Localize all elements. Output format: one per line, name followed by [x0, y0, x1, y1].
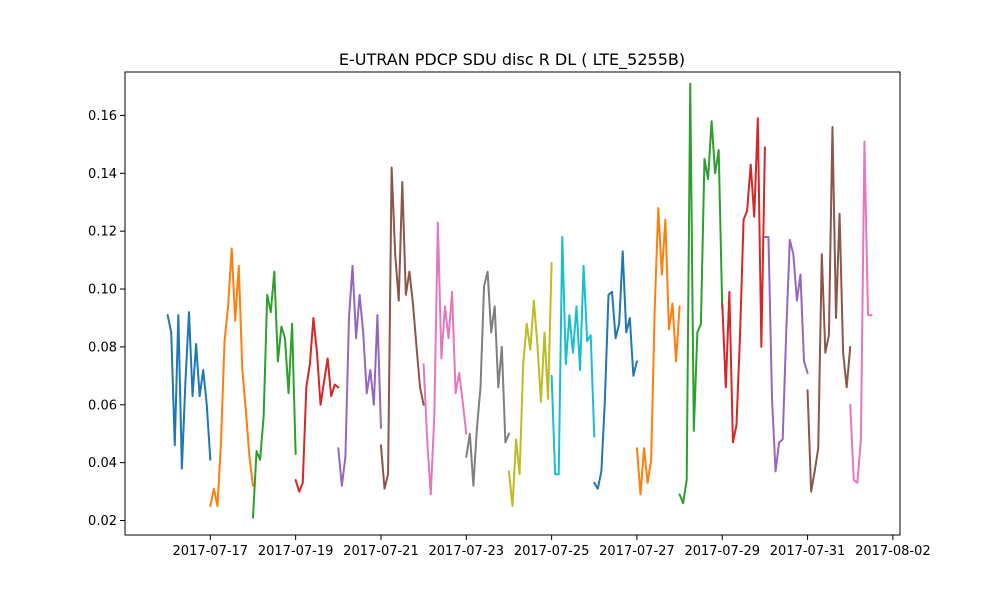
x-tick-label: 2017-08-02 — [855, 544, 931, 559]
y-tick-label: 0.16 — [88, 109, 117, 124]
series-line-4 — [294, 316, 340, 493]
x-tick-label: 2017-07-21 — [343, 544, 419, 559]
series-line-5 — [337, 264, 382, 487]
series-line-13 — [678, 82, 724, 505]
y-tick-label: 0.02 — [88, 514, 117, 529]
series-line-12 — [635, 207, 681, 496]
series-line-3 — [251, 270, 297, 519]
series-line-1 — [166, 311, 212, 470]
y-tick-label: 0.06 — [88, 398, 117, 413]
x-tick-label: 2017-07-31 — [770, 544, 846, 559]
series-line-8 — [465, 270, 510, 487]
series-line-9 — [507, 261, 553, 508]
x-axis: 2017-07-17 2017-07-19 2017-07-21 2017-07-23… — [173, 535, 931, 559]
series-line-11 — [593, 250, 638, 490]
series-line-17 — [849, 140, 873, 484]
x-tick-label: 2017-07-25 — [514, 544, 590, 559]
y-tick-label: 0.14 — [88, 167, 117, 182]
y-tick-label: 0.12 — [88, 225, 117, 240]
series-line-14 — [721, 117, 766, 444]
series-line-16 — [806, 125, 852, 493]
series-layer — [166, 82, 873, 519]
series-line-2 — [209, 247, 254, 508]
series-line-10 — [550, 235, 596, 476]
x-tick-label: 2017-07-27 — [599, 544, 675, 559]
x-tick-label: 2017-07-23 — [429, 544, 505, 559]
series-line-6 — [379, 166, 425, 490]
y-tick-label: 0.04 — [88, 456, 117, 471]
series-line-7 — [422, 221, 468, 496]
y-axis: 0.02 0.04 0.06 0.08 0.10 0.12 0.14 0.16 — [88, 109, 125, 529]
x-tick-label: 2017-07-29 — [684, 544, 760, 559]
x-tick-label: 2017-07-17 — [173, 544, 249, 559]
plot-frame — [124, 71, 901, 536]
series-line-15 — [763, 235, 809, 473]
y-tick-label: 0.10 — [88, 283, 117, 298]
y-tick-label: 0.08 — [88, 340, 117, 355]
x-tick-label: 2017-07-19 — [258, 544, 334, 559]
chart-title: E-UTRAN PDCP SDU disc R DL ( LTE_5255B) — [339, 50, 685, 70]
